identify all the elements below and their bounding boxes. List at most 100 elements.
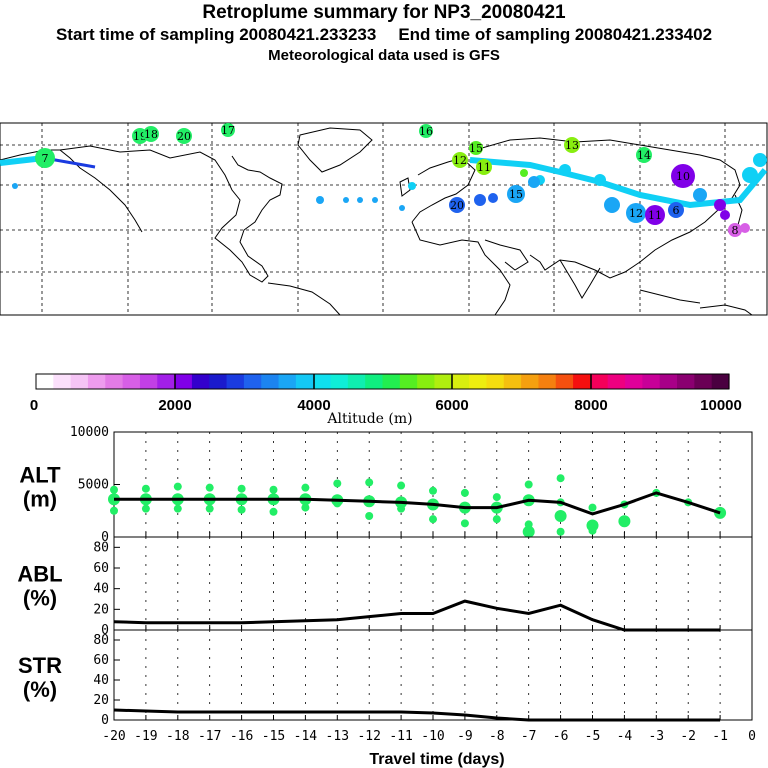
colorbar-swatch — [209, 374, 228, 389]
coast-africa — [411, 221, 511, 316]
colorbar-swatch — [330, 374, 349, 389]
colorbar-swatch — [243, 374, 262, 389]
x-tick-label: -9 — [457, 729, 473, 744]
trajectory-marker-label: 16 — [419, 125, 433, 138]
alt-scatter-point — [460, 519, 469, 528]
colorbar-swatch — [36, 374, 54, 389]
trajectory-marker-label: 14 — [637, 149, 651, 162]
alt-scatter-point — [522, 525, 535, 538]
colorbar-frame — [35, 373, 730, 390]
trajectory-marker-label: 8 — [732, 224, 739, 237]
y-tick-label: 80 — [93, 633, 109, 648]
trajectory-marker-dot — [35, 148, 55, 168]
x-tick-label: -8 — [489, 729, 505, 744]
x-tick-label: -20 — [102, 729, 125, 744]
trajectory-plume-dot — [720, 210, 730, 220]
trajectory-plume-dot — [474, 194, 486, 206]
colorbar-swatch — [434, 374, 453, 389]
x-tick-label: -2 — [680, 729, 696, 744]
trajectory-marker-dot — [449, 197, 465, 213]
trajectory-marker-dot — [668, 202, 684, 218]
colorbar-swatch — [261, 374, 280, 389]
x-tick-label: -4 — [617, 729, 633, 744]
trajectory-marker-dot — [221, 123, 235, 137]
trajectory-marker-label: 20 — [450, 199, 464, 212]
coast-australia — [699, 304, 753, 316]
colorbar-swatch — [451, 374, 470, 389]
trajectory-plume-dot — [740, 223, 750, 233]
alt-scatter-point — [554, 510, 567, 522]
x-tick-label: 0 — [748, 729, 756, 744]
trajectory-marker-dot — [507, 185, 525, 203]
alt-scatter-point — [269, 507, 278, 516]
panel-abl: ABL(%) 80 60 40 20 0 — [17, 536, 753, 638]
plot-title: Retroplume summary for NP3_20080421 — [202, 2, 566, 23]
alt-scatter-point — [205, 504, 214, 513]
trajectory-marker-label: 7 — [42, 152, 49, 165]
alt-scatter-point — [429, 515, 437, 524]
str-line — [113, 708, 721, 722]
trajectory-plume-dot — [399, 205, 405, 211]
x-axis-title: Travel time (days) — [369, 751, 504, 768]
trajectory-marker: 20 — [449, 197, 465, 213]
x-tick-label: -5 — [585, 729, 601, 744]
alt-scatter-point — [301, 503, 310, 512]
trajectory-plume-dot — [528, 176, 540, 188]
alt-scatter-point — [237, 505, 246, 514]
alt-scatter-point — [618, 515, 631, 528]
trajectory-marker: 8 — [728, 223, 742, 237]
x-tick-label: -7 — [521, 729, 537, 744]
colorbar-swatch — [191, 374, 210, 389]
colorbar-swatch — [625, 374, 643, 389]
trajectory-marker: 15 — [507, 185, 525, 203]
x-tick-label: -1 — [712, 729, 728, 744]
colorbar-swatch — [417, 374, 436, 389]
coast-arabia — [484, 239, 529, 271]
trajectory-plume-dot — [742, 167, 758, 183]
trajectory-marker-dot — [419, 124, 433, 138]
colorbar-swatch — [53, 374, 72, 389]
x-tick-label: -18 — [166, 729, 189, 744]
colorbar-tick-label: 0 — [30, 397, 38, 414]
trajectory-marker-label: 12 — [453, 154, 467, 167]
colorbar-swatch — [382, 374, 401, 389]
y-axis-unit: (%) — [23, 677, 57, 702]
x-tick-label: -16 — [230, 729, 253, 744]
end-time-label: End time of sampling 20080421.233402 — [398, 25, 713, 44]
coast-north-america — [59, 145, 283, 283]
y-tick-label: 20 — [93, 602, 109, 617]
trajectory-marker-dot — [645, 205, 665, 225]
y-tick-label: 60 — [93, 561, 109, 576]
colorbar-swatch — [642, 374, 661, 389]
colorbar-swatch — [295, 374, 314, 389]
trajectory-marker-label: 17 — [221, 124, 235, 137]
time-series-panels: ALT(m)1000050000ABL(%)806040200STR(%)806… — [17, 425, 756, 744]
trajectory-marker: 10 — [671, 164, 695, 188]
trajectory-marker-label: 11 — [648, 209, 662, 222]
coast-alaska — [0, 149, 143, 233]
alt-scatter-point — [492, 515, 501, 524]
y-tick-label: 5000 — [78, 478, 109, 493]
trajectory-plume-dot — [488, 193, 498, 203]
alt-scatter-point — [460, 488, 469, 497]
colorbar-swatch — [573, 374, 591, 389]
trajectory-plume-dot — [408, 182, 416, 190]
y-tick-label: 80 — [93, 540, 109, 555]
alt-scatter-point — [110, 485, 118, 494]
colorbar-swatch — [313, 374, 332, 389]
colorbar-swatch — [139, 374, 158, 389]
trajectory-marker-label: 20 — [177, 130, 191, 143]
colorbar-swatches — [36, 374, 730, 389]
colorbar-swatch — [590, 374, 609, 389]
trajectory-plume-dot — [357, 197, 363, 203]
trajectory-marker-dot — [143, 126, 159, 142]
colorbar-swatch — [365, 374, 384, 389]
sampling-time-line: Start time of sampling 20080421.233233 En… — [0, 25, 768, 45]
trajectory-track-asia — [469, 157, 768, 209]
alt-scatter-point — [429, 486, 437, 495]
y-tick-label: 60 — [93, 653, 109, 668]
coast-south-america — [267, 282, 341, 316]
trajectory-marker: 11 — [645, 205, 665, 225]
trajectory-marker-label: 11 — [477, 161, 491, 174]
colorbar-swatch — [87, 374, 106, 389]
